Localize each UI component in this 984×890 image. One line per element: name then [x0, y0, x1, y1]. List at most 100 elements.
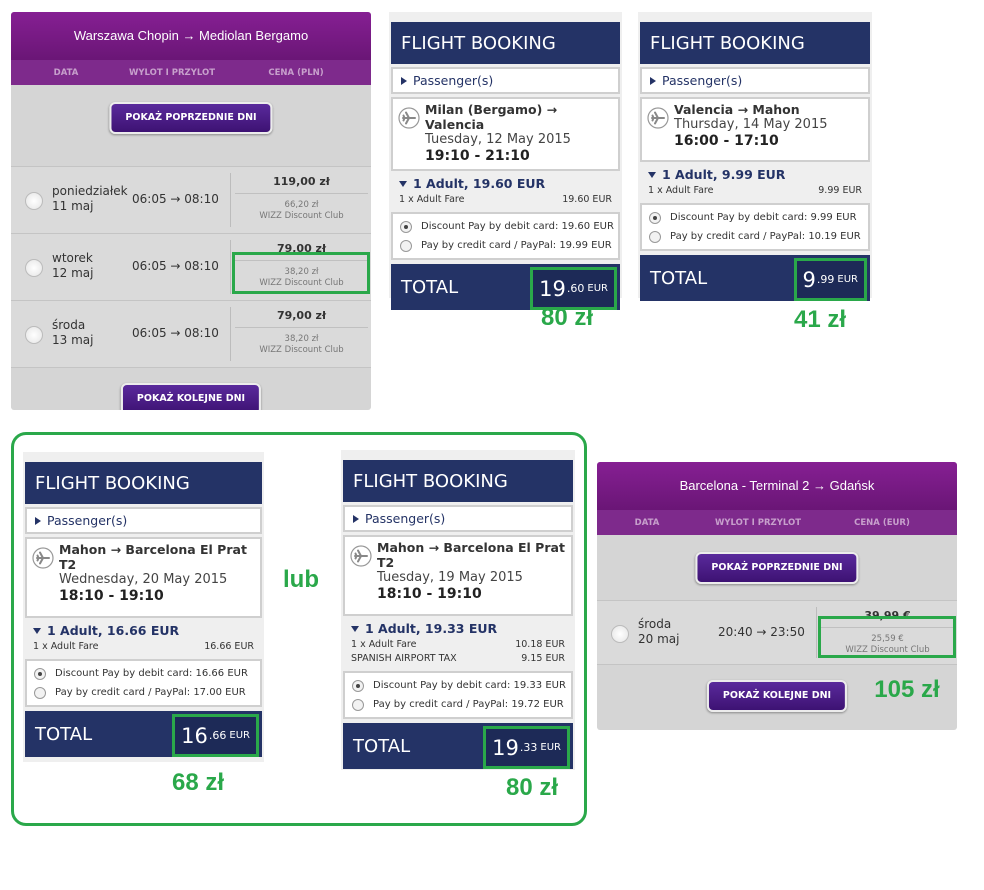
total-label: TOTAL: [650, 268, 708, 289]
payment-radio[interactable]: [649, 212, 661, 224]
flight-time: 16:00 - 17:10: [674, 133, 779, 149]
select-radio[interactable]: [25, 192, 43, 210]
booking-title: FLIGHT BOOKING: [391, 22, 620, 64]
separator: [235, 193, 368, 194]
passengers-toggle[interactable]: Passenger(s): [25, 507, 262, 534]
arrow-icon: [650, 77, 656, 85]
payment-option[interactable]: Pay by credit card / PayPal: 19.72 EUR: [352, 695, 571, 714]
payment-option[interactable]: Discount Pay by debit card: 19.33 EUR: [352, 676, 571, 695]
payment-radio[interactable]: [352, 699, 364, 711]
price: 79,00 zł: [276, 309, 327, 322]
passengers-toggle[interactable]: Passenger(s): [640, 67, 870, 94]
route-header: Barcelona - Terminal 2 → Gdańsk: [597, 462, 957, 510]
fare-label: 1 x Adult Fare: [399, 194, 465, 205]
route-header: Warszawa Chopin → Mediolan Bergamo: [11, 12, 371, 60]
plane-icon: [32, 547, 54, 569]
fare-amount: 9.99 EUR: [818, 185, 862, 196]
total-bar: TOTAL 9.99 EUR: [640, 255, 870, 301]
route: Valencia → Mahon: [674, 102, 800, 117]
payment-radio[interactable]: [400, 240, 412, 252]
total-main: 19: [539, 276, 566, 301]
select-radio[interactable]: [25, 326, 43, 344]
payment-option[interactable]: Pay by credit card / PayPal: 10.19 EUR: [649, 227, 868, 246]
day-name: środa: [52, 318, 86, 332]
day-date: 20 maj: [638, 631, 680, 646]
arrow-icon: [399, 181, 407, 187]
fare-line: 1 x Adult Fare 16.66 EUR: [25, 640, 262, 654]
flight-info: Valencia → Mahon Thursday, 14 May 2015 16:…: [640, 97, 870, 162]
plane-icon: [647, 107, 669, 129]
annotation: 41 zł: [793, 306, 847, 333]
day-date: 12 maj: [52, 266, 94, 280]
payment-option[interactable]: Pay by credit card / PayPal: 19.99 EUR: [400, 236, 618, 255]
payment-radio[interactable]: [649, 231, 661, 243]
adult-summary[interactable]: 1 Adult, 19.33 EUR: [343, 616, 573, 638]
adult-summary[interactable]: 1 Adult, 19.60 EUR: [391, 171, 620, 193]
highlight: [818, 616, 956, 658]
arrow-icon: [35, 517, 41, 525]
flight-info: Milan (Bergamo) → Valencia Tuesday, 12 Ma…: [391, 97, 620, 171]
plane-icon: [398, 107, 420, 129]
total-currency: EUR: [229, 730, 250, 741]
adult-summary[interactable]: 1 Adult, 16.66 EUR: [25, 618, 262, 640]
passengers-toggle[interactable]: Passenger(s): [391, 67, 620, 94]
flight-time: 20:40 → 23:50: [718, 624, 805, 639]
total-main: 9: [802, 267, 816, 292]
column-label: DATA: [53, 68, 79, 78]
next-days-button[interactable]: POKAŻ KOLEJNE DNI: [120, 383, 262, 410]
fare-label: 1 x Adult Fare: [351, 639, 417, 650]
button-area: POKAŻ POPRZEDNIE DNI: [597, 535, 957, 600]
prev-days-button[interactable]: POKAŻ POPRZEDNIE DNI: [695, 552, 859, 584]
annotation: 80 zł: [505, 774, 559, 801]
booking-panel: FLIGHT BOOKING Passenger(s) Milan (Bergamo…: [389, 12, 622, 310]
total-price: 19.33 EUR: [483, 726, 570, 769]
day-date: 11 maj: [52, 199, 94, 213]
day-date: 13 maj: [52, 333, 94, 347]
club-price: 38,20 zł: [284, 334, 319, 344]
payment-options: Discount Pay by debit card: 19.60 EUR Pay…: [391, 212, 620, 260]
fare-line: SPANISH AIRPORT TAX 9.15 EUR: [343, 652, 573, 666]
route: Mahon → Barcelona El Prat T2: [59, 542, 247, 572]
button-area: POKAŻ KOLEJNE DNI: [597, 664, 957, 729]
fare-line: 1 x Adult Fare 9.99 EUR: [640, 184, 870, 198]
next-days-button[interactable]: POKAŻ KOLEJNE DNI: [706, 680, 848, 712]
date-cell: środa 20 maj: [638, 617, 679, 647]
fare-amount: 10.18 EUR: [515, 639, 565, 650]
flight-row: środa 13 maj 06:05 → 08:10 79,00 zł 38,20 zł…: [11, 300, 371, 367]
highlight: [232, 252, 370, 294]
annotation: 68 zł: [171, 769, 225, 796]
flight-date: Tuesday, 19 May 2015: [377, 570, 523, 585]
flight-row: środa 20 maj 20:40 → 23:50 39,99 €25,59 € WI…: [597, 600, 957, 664]
payment-option[interactable]: Discount Pay by debit card: 19.60 EUR: [400, 217, 618, 236]
column-label: WYLOT I PRZYLOT: [715, 518, 801, 528]
separator: [821, 627, 954, 628]
fare-amount: 9.15 EUR: [521, 653, 565, 664]
payment-radio[interactable]: [352, 680, 364, 692]
flight-date: Wednesday, 20 May 2015: [59, 572, 228, 587]
select-radio[interactable]: [611, 624, 629, 643]
payment-option[interactable]: Pay by credit card / PayPal: 17.00 EUR: [34, 683, 260, 702]
passengers-toggle[interactable]: Passenger(s): [343, 505, 573, 532]
price-cell: 79,00 zł 38,20 zł WIZZ Discount Club: [230, 240, 371, 294]
date-cell: wtorek 12 maj: [52, 251, 93, 281]
flight-row: poniedziałek 11 maj 06:05 → 08:10 119,00 zł…: [11, 166, 371, 233]
booking-panel: FLIGHT BOOKING Passenger(s) Valencia → Mah…: [638, 12, 872, 301]
fare-label: 1 x Adult Fare: [33, 641, 99, 652]
select-radio[interactable]: [25, 259, 43, 277]
day-name: poniedziałek: [52, 184, 128, 198]
price: 79,00 zł: [276, 242, 327, 255]
booking-panel: FLIGHT BOOKING Passenger(s) Mahon → Barcel…: [23, 452, 264, 762]
booking-title: FLIGHT BOOKING: [25, 462, 262, 504]
total-price: 9.99 EUR: [793, 258, 867, 301]
price: 119,00 zł: [273, 175, 330, 188]
prev-days-button[interactable]: POKAŻ POPRZEDNIE DNI: [109, 102, 273, 134]
payment-radio[interactable]: [34, 687, 46, 699]
payment-radio[interactable]: [400, 221, 412, 233]
flight-date: Thursday, 14 May 2015: [674, 117, 828, 132]
payment-option[interactable]: Discount Pay by debit card: 9.99 EUR: [649, 208, 868, 227]
payment-radio[interactable]: [34, 668, 46, 680]
adult-summary[interactable]: 1 Adult, 9.99 EUR: [640, 162, 870, 184]
flight-time: 18:10 - 19:10: [377, 586, 482, 602]
payment-option[interactable]: Discount Pay by debit card: 16.66 EUR: [34, 664, 260, 683]
